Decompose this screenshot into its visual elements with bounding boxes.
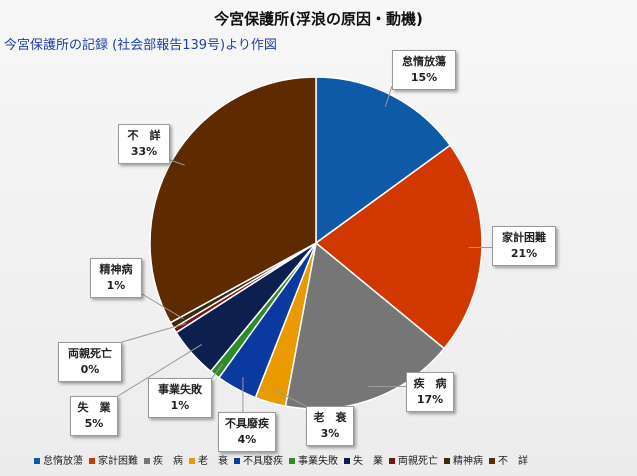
- legend-label: 疾 病: [153, 456, 183, 467]
- leader-line-7: [121, 322, 187, 343]
- leader-line-6: [117, 344, 203, 397]
- chart-title: 今宮保護所(浮浪の原因・動機): [214, 10, 423, 28]
- slice-label-6: 失 業 5%: [70, 396, 118, 436]
- legend-item-2: 疾 病: [144, 452, 183, 467]
- slice-label-pct: 1%: [106, 279, 126, 292]
- legend-item-9: 不 詳: [489, 452, 528, 467]
- slice-label-3: 老 衰 3%: [306, 406, 354, 446]
- legend-item-0: 怠惰放蕩: [34, 452, 83, 467]
- slice-label-pct: 21%: [510, 247, 538, 260]
- legend-label: 事業失敗: [298, 456, 338, 467]
- slice-label-2: 疾 病 17%: [406, 372, 454, 412]
- slice-label-pct: 5%: [84, 417, 104, 430]
- slice-label-pct: 4%: [237, 433, 257, 446]
- leader-line-8: [141, 293, 184, 320]
- legend-swatch: [489, 458, 495, 464]
- legend-item-8: 精神病: [444, 452, 483, 467]
- legend-swatch: [444, 458, 450, 464]
- legend-label: 怠惰放蕩: [43, 456, 83, 467]
- legend-item-1: 家計困難: [89, 452, 138, 467]
- legend-swatch: [144, 458, 150, 464]
- slice-label-pct: 0%: [80, 363, 100, 376]
- leader-line-3: [273, 389, 307, 407]
- slice-label-pct: 17%: [416, 393, 444, 406]
- chart-subtitle: 今宮保護所の記録 (社会部報告139号)より作図: [4, 38, 277, 53]
- slice-label-name: 事業失敗: [158, 383, 202, 396]
- legend-item-5: 事業失敗: [289, 452, 338, 467]
- slice-label-8: 精神病 1%: [90, 258, 142, 298]
- legend-label: 精神病: [453, 456, 483, 467]
- slice-label-name: 家計困難: [502, 231, 546, 244]
- slice-label-name: 失 業: [77, 401, 111, 414]
- legend-swatch: [189, 458, 195, 464]
- legend-item-6: 失 業: [344, 452, 383, 467]
- slice-label-name: 不 詳: [127, 129, 161, 142]
- legend-swatch: [389, 458, 395, 464]
- legend-label: 失 業: [353, 456, 383, 467]
- slice-label-4: 不具廢疾 4%: [218, 412, 276, 452]
- legend-label: 老 衰: [198, 456, 228, 467]
- legend-swatch: [34, 458, 40, 464]
- legend-item-3: 老 衰: [189, 452, 228, 467]
- legend-label: 不具廢疾: [243, 456, 283, 467]
- legend-label: 家計困難: [98, 456, 138, 467]
- legend-item-7: 両親死亡: [389, 452, 438, 467]
- leader-line-9: [169, 159, 185, 166]
- leader-line-5: [211, 363, 224, 379]
- slice-label-name: 疾 病: [413, 377, 447, 390]
- slice-label-7: 両親死亡 0%: [58, 342, 122, 382]
- slice-label-name: 怠惰放蕩: [402, 55, 446, 68]
- legend-swatch: [289, 458, 295, 464]
- legend-swatch: [89, 458, 95, 464]
- legend: 怠惰放蕩 家計困難 疾 病 老 衰 不具廢疾 事業失敗 失 業 両親死亡 精神病 不 詳: [34, 452, 634, 467]
- legend-label: 両親死亡: [398, 456, 438, 467]
- slice-label-name: 両親死亡: [68, 347, 112, 360]
- slice-label-9: 不 詳 33%: [118, 124, 170, 164]
- legend-label: 不 詳: [498, 456, 528, 467]
- slice-label-pct: 1%: [170, 399, 190, 412]
- legend-swatch: [344, 458, 350, 464]
- pie-slice-2: [284, 241, 446, 410]
- legend-item-4: 不具廢疾: [234, 452, 283, 467]
- slice-label-1: 家計困難 21%: [492, 226, 556, 266]
- pie-slice-0: [315, 76, 452, 245]
- slice-label-5: 事業失敗 1%: [148, 378, 212, 418]
- slice-label-name: 精神病: [99, 263, 133, 276]
- leader-line-0: [384, 85, 393, 108]
- slice-label-0: 怠惰放蕩 15%: [392, 50, 456, 90]
- slice-label-pct: 15%: [410, 71, 438, 84]
- slice-label-pct: 33%: [130, 145, 158, 158]
- slice-label-name: 老 衰: [313, 411, 347, 424]
- legend-swatch: [234, 458, 240, 464]
- slice-label-name: 不具廢疾: [225, 417, 269, 430]
- slice-label-pct: 3%: [320, 427, 340, 440]
- pie-slice-9: [149, 76, 317, 324]
